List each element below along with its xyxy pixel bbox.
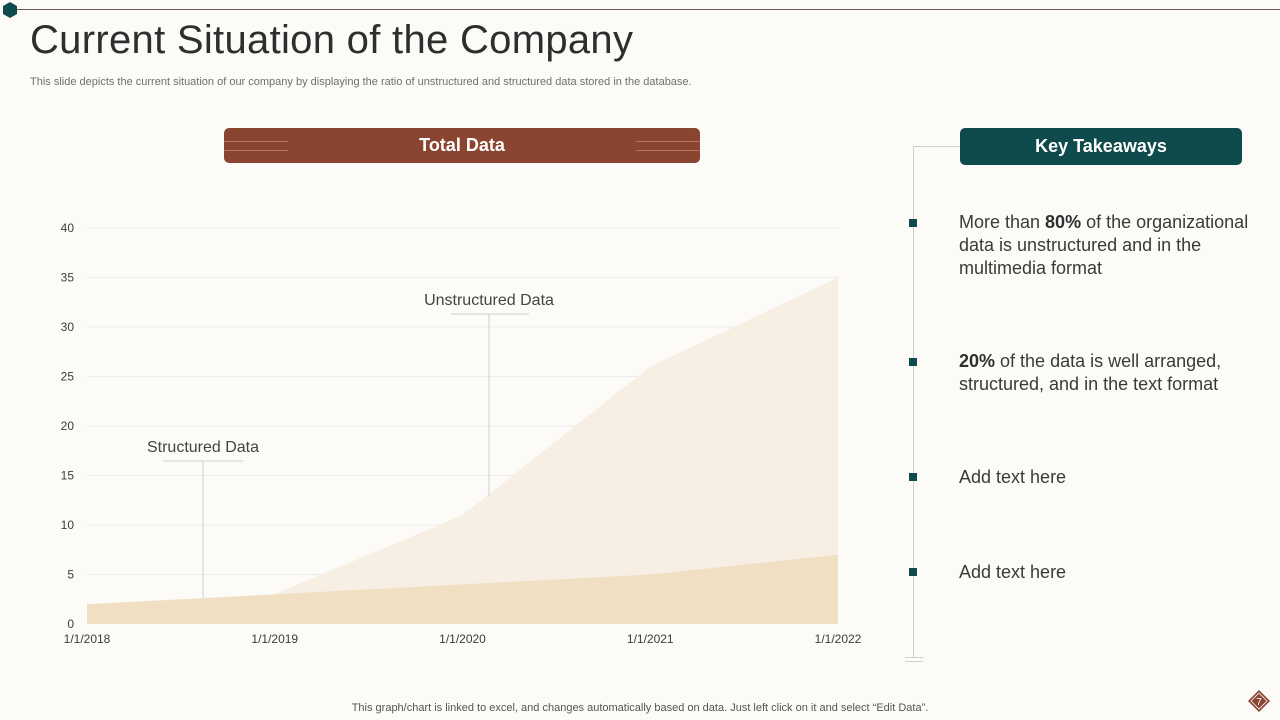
- x-tick-label-4: 1/1/2022: [815, 632, 862, 646]
- area-series-unstructured-data: [87, 277, 838, 624]
- hexagon-icon: [3, 2, 17, 18]
- y-tick-label-35: 35: [61, 271, 75, 285]
- total-data-banner-label: Total Data: [419, 135, 505, 155]
- takeaway-connector-vertical: [913, 146, 914, 658]
- y-tick-label-15: 15: [61, 469, 75, 483]
- y-tick-label-40: 40: [61, 221, 75, 235]
- y-tick-label-25: 25: [61, 370, 75, 384]
- area-series-structured-data: [87, 554, 838, 624]
- takeaway-connector-foot: [905, 657, 923, 662]
- takeaway-item-1-highlight: 80%: [1045, 212, 1082, 232]
- takeaway-item-2-rest: of the data is well arranged, structured…: [959, 351, 1222, 394]
- page-subtitle: This slide depicts the current situation…: [30, 76, 692, 88]
- banner-decoration-right: [636, 141, 700, 151]
- x-tick-label-0: 1/1/2018: [64, 632, 111, 646]
- area-chart[interactable]: 0 5 10 15 20 25 30 35 40 1/1/2018 1/1/2019 1/1/2020…: [0, 0, 900, 660]
- takeaway-bullet-1: [909, 219, 917, 227]
- key-takeaways-header: Key Takeaways: [960, 128, 1242, 165]
- takeaway-item-4: Add text here: [959, 561, 1269, 584]
- banner-decoration-left: [224, 141, 288, 151]
- x-tick-label-3: 1/1/2021: [627, 632, 674, 646]
- page-number-badge: 7: [1248, 690, 1270, 712]
- page-number: 7: [1256, 697, 1262, 708]
- series-label-structured-data: Structured Data: [147, 439, 259, 456]
- page-title: Current Situation of the Company: [30, 18, 634, 62]
- y-tick-label-10: 10: [61, 518, 75, 532]
- takeaway-bullet-4: [909, 568, 917, 576]
- footer-note: This graph/chart is linked to excel, and…: [351, 702, 929, 714]
- takeaway-connector-horizontal: [913, 146, 960, 147]
- takeaway-item-2: 20% of the data is well arranged, struct…: [959, 350, 1269, 396]
- series-label-unstructured-data: Unstructured Data: [424, 292, 554, 309]
- takeaway-item-1-text: More than: [959, 212, 1046, 232]
- takeaway-item-3-text: Add text here: [959, 467, 1067, 487]
- y-tick-label-20: 20: [61, 419, 75, 433]
- y-tick-label-30: 30: [61, 320, 75, 334]
- x-tick-label-1: 1/1/2019: [251, 632, 298, 646]
- takeaway-bullet-3: [909, 473, 917, 481]
- x-tick-label-2: 1/1/2020: [439, 632, 486, 646]
- y-tick-label-5: 5: [67, 568, 74, 582]
- takeaway-item-1-rest: of the organizational data is unstructur…: [959, 212, 1249, 278]
- takeaway-item-1: More than 80% of the organizational data…: [959, 211, 1269, 280]
- top-rule: [10, 9, 1280, 10]
- takeaway-item-2-highlight: 20%: [959, 351, 996, 371]
- total-data-banner: Total Data: [224, 128, 700, 163]
- takeaway-item-3: Add text here: [959, 466, 1269, 489]
- y-tick-label-0: 0: [67, 617, 74, 631]
- takeaway-bullet-2: [909, 358, 917, 366]
- takeaway-item-4-text: Add text here: [959, 562, 1067, 582]
